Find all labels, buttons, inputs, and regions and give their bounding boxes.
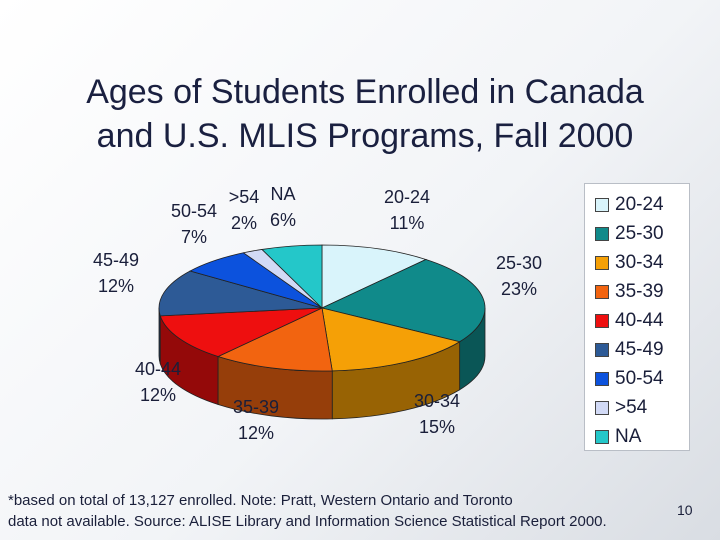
- legend-item-50-54: 50-54: [595, 364, 689, 393]
- legend-item-20-24: 20-24: [595, 190, 689, 219]
- footnote-line-2: data not available. Source: ALISE Librar…: [8, 513, 607, 530]
- legend-label: 35-39: [615, 280, 664, 302]
- pie-slice-20-24: [321, 244, 427, 309]
- data-label-category: 40-44: [135, 359, 181, 379]
- legend-swatch: [595, 284, 609, 299]
- data-label-category: 30-34: [414, 391, 460, 411]
- data-label-na: NA 6%: [270, 184, 296, 230]
- legend-swatch: [595, 342, 609, 357]
- data-label-percent: 12%: [140, 385, 176, 405]
- data-label-category: 50-54: [171, 201, 217, 221]
- legend-label: >54: [615, 396, 648, 418]
- data-label-percent: 23%: [501, 279, 537, 299]
- page-number: 10: [677, 502, 693, 518]
- data-label-percent: 12%: [98, 276, 134, 296]
- pie-slice-na: [261, 244, 323, 309]
- data-label-percent: 12%: [238, 423, 274, 443]
- title-line-1: Ages of Students Enrolled in Canada: [86, 73, 644, 111]
- legend-label: 45-49: [615, 338, 664, 360]
- legend-swatch: [595, 400, 609, 415]
- legend-label: NA: [615, 425, 642, 447]
- legend-item-35-39: 35-39: [595, 277, 689, 306]
- data-label-category: 25-30: [496, 253, 542, 273]
- data-label-percent: 6%: [270, 210, 296, 230]
- data-label-category: >54: [229, 187, 260, 207]
- data-label-25-30: 25-30 23%: [496, 253, 542, 299]
- legend-label: 25-30: [615, 222, 664, 244]
- legend-item-40-44: 40-44: [595, 306, 689, 335]
- footnote: *based on total of 13,127 enrolled. Note…: [8, 490, 713, 532]
- legend-label: 30-34: [615, 251, 664, 273]
- pie-labels: 20-24 11% 25-30 23% 30-34 15% 35-39 12% 40-44 12%…: [93, 184, 542, 443]
- pie-slice-35-39: [217, 307, 333, 372]
- legend-label: 20-24: [615, 193, 664, 215]
- data-label-category: 20-24: [384, 187, 430, 207]
- data-label-40-44: 40-44 12%: [135, 359, 181, 405]
- data-label-45-49: 45-49 12%: [93, 250, 139, 296]
- data-label-20-24: 20-24 11%: [384, 187, 430, 233]
- legend-item-over-54: >54: [595, 393, 689, 422]
- legend-item-na: NA: [595, 422, 689, 451]
- legend-swatch: [595, 255, 609, 270]
- pie-slice-40-44: [159, 307, 323, 357]
- legend-item-45-49: 45-49: [595, 335, 689, 364]
- legend-label: 50-54: [615, 367, 664, 389]
- legend-swatch: [595, 371, 609, 386]
- legend-swatch: [595, 226, 609, 241]
- pie-slice-45-49: [158, 270, 323, 317]
- title-line-2: and U.S. MLIS Programs, Fall 2000: [96, 117, 634, 155]
- data-label-category: 35-39: [233, 397, 279, 417]
- data-label-percent: 15%: [419, 417, 455, 437]
- data-label-percent: 7%: [181, 227, 207, 247]
- data-label-over-54: >54 2%: [229, 187, 260, 233]
- data-label-50-54: 50-54 7%: [171, 201, 217, 247]
- legend-label: 40-44: [615, 309, 664, 331]
- data-label-category: 45-49: [93, 250, 139, 270]
- legend-swatch: [595, 429, 609, 444]
- legend-swatch: [595, 313, 609, 328]
- pie-slice-25-30: [320, 259, 486, 343]
- slide-title: Ages of Students Enrolled in Canada and …: [20, 70, 710, 158]
- data-label-percent: 11%: [390, 213, 425, 233]
- legend-item-30-34: 30-34: [595, 248, 689, 277]
- footnote-line-1: *based on total of 13,127 enrolled. Note…: [8, 492, 513, 509]
- pie-top: [158, 244, 486, 372]
- data-label-percent: 2%: [231, 213, 257, 233]
- data-label-30-34: 30-34 15%: [414, 391, 460, 437]
- legend-swatch: [595, 197, 609, 212]
- legend-item-25-30: 25-30: [595, 219, 689, 248]
- chart-legend: 20-24 25-30 30-34 35-39 40-44 45-49 50-54 >54 NA: [584, 183, 690, 451]
- data-label-35-39: 35-39 12%: [233, 397, 279, 443]
- pie-slice-30-34: [321, 307, 461, 372]
- data-label-category: NA: [270, 184, 295, 204]
